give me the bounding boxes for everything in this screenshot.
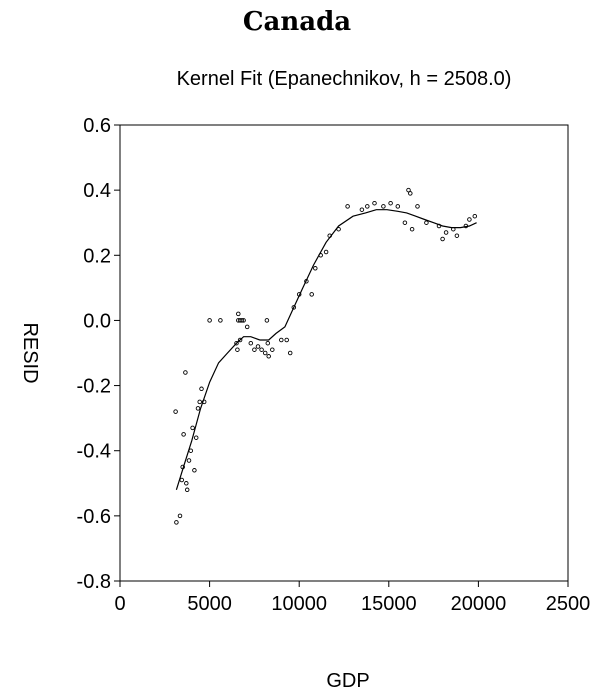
data-point	[372, 200, 377, 206]
y-axis-label: RESID	[19, 322, 41, 383]
data-point	[359, 207, 365, 212]
data-point	[181, 432, 186, 437]
data-point	[255, 344, 261, 349]
data-point	[180, 464, 185, 470]
data-point	[467, 217, 472, 222]
y-tick-label: -0.4	[77, 441, 111, 463]
fit-series	[175, 209, 477, 490]
data-point	[259, 347, 264, 352]
x-axis-label: GDP	[326, 670, 369, 692]
y-tick-label: 0.0	[83, 310, 111, 332]
data-point	[199, 386, 204, 392]
data-point	[201, 399, 207, 405]
data-point	[177, 513, 183, 519]
data-point	[188, 448, 194, 453]
y-tick-label: 0.2	[83, 245, 111, 267]
data-point	[443, 230, 449, 235]
x-tick-label: 0	[114, 593, 125, 615]
y-axis: -0.8 -0.6 -0.4 -0.2 0.0 0.2 0.4 0.6	[77, 115, 120, 593]
data-point	[241, 318, 246, 323]
data-point	[454, 233, 460, 238]
data-point	[179, 477, 185, 483]
data-point	[252, 347, 257, 352]
data-point	[440, 236, 445, 242]
data-point	[436, 223, 442, 229]
x-axis: 0 5000 10000 15000 20000 2500	[114, 581, 590, 615]
data-point	[472, 213, 478, 219]
data-point	[173, 409, 178, 414]
data-point	[388, 200, 393, 206]
kernel-fit-line	[175, 209, 477, 490]
y-tick-label: -0.6	[77, 506, 111, 528]
data-point	[296, 292, 302, 297]
data-point	[395, 204, 401, 209]
data-point	[192, 468, 197, 473]
data-point	[291, 305, 297, 310]
x-tick-label: 10000	[271, 593, 327, 615]
data-point	[451, 226, 456, 232]
data-point	[415, 204, 420, 209]
data-point	[262, 350, 268, 356]
data-point	[183, 370, 188, 375]
data-point	[184, 481, 189, 486]
data-point	[239, 318, 245, 323]
data-point	[309, 292, 314, 297]
data-point	[266, 354, 271, 359]
data-point	[218, 318, 223, 323]
data-point	[402, 220, 408, 225]
data-point	[265, 340, 271, 346]
data-point	[197, 399, 202, 405]
plot-frame	[119, 124, 569, 582]
x-tick-label: 2500	[546, 593, 591, 615]
data-point	[304, 279, 309, 284]
y-tick-label: 0.6	[83, 115, 111, 137]
data-point	[236, 311, 241, 317]
data-point	[174, 520, 179, 525]
data-point	[365, 204, 370, 209]
data-point	[318, 253, 323, 258]
data-point	[408, 191, 413, 196]
data-point	[190, 425, 195, 431]
x-tick-label: 20000	[451, 593, 507, 615]
data-point	[463, 223, 469, 229]
data-point	[237, 337, 243, 343]
data-point	[323, 249, 329, 255]
x-tick-label: 15000	[361, 593, 417, 615]
x-tick-label: 5000	[187, 593, 232, 615]
y-tick-label: -0.8	[77, 571, 111, 593]
data-point	[327, 233, 332, 238]
data-point	[235, 347, 240, 352]
data-point	[287, 350, 293, 356]
chart-subtitle: Kernel Fit (Epanechnikov, h = 2508.0)	[177, 68, 512, 90]
data-point	[345, 204, 350, 209]
data-point	[313, 266, 318, 271]
data-point	[193, 435, 199, 440]
chart-title: Canada	[243, 7, 351, 37]
data-point	[207, 318, 212, 323]
data-point	[284, 337, 289, 343]
data-point	[336, 226, 341, 232]
data-point	[279, 337, 284, 343]
data-point	[195, 406, 201, 411]
data-point	[184, 487, 190, 493]
data-point	[234, 340, 239, 346]
data-point	[244, 324, 250, 330]
data-point	[186, 458, 192, 463]
data-point	[248, 340, 254, 346]
data-point	[264, 318, 270, 323]
data-point	[409, 226, 415, 232]
y-tick-label: 0.4	[83, 180, 111, 202]
point-series	[173, 187, 478, 525]
data-point	[381, 204, 386, 209]
y-tick-label: -0.2	[77, 376, 111, 398]
data-point	[406, 187, 411, 193]
data-point	[270, 347, 275, 352]
data-point	[424, 220, 429, 225]
